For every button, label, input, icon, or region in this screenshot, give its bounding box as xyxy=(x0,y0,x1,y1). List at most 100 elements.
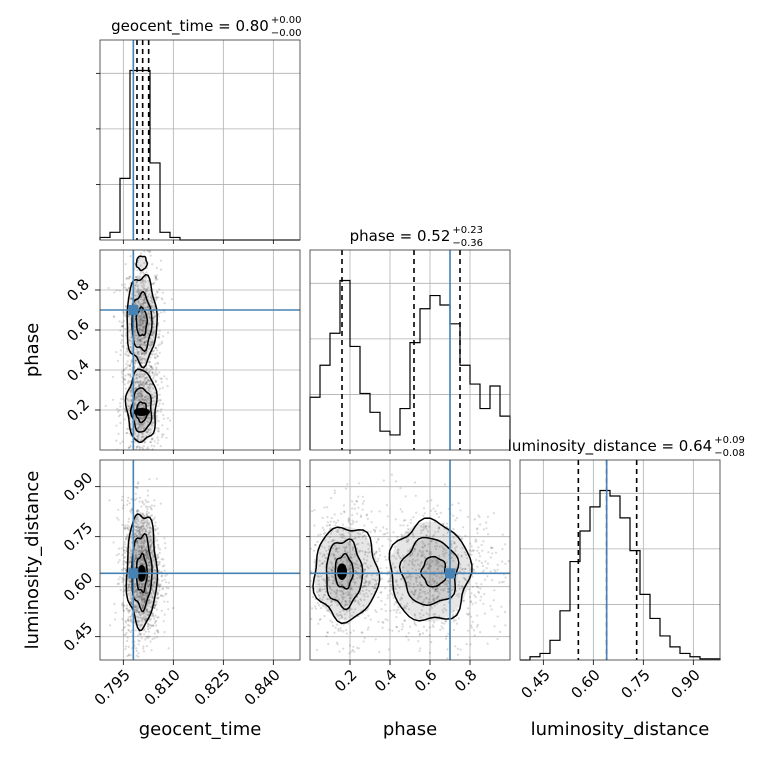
scatter-point xyxy=(426,530,430,533)
scatter-point xyxy=(453,540,456,544)
scatter-point xyxy=(140,329,144,332)
scatter-point xyxy=(145,351,148,354)
scatter-point xyxy=(147,312,150,315)
scatter-point xyxy=(117,552,120,556)
scatter-point xyxy=(124,387,127,390)
scatter-point xyxy=(143,299,146,302)
scatter-point xyxy=(121,553,124,557)
scatter-point xyxy=(133,381,136,384)
scatter-point xyxy=(346,575,349,578)
scatter-point xyxy=(397,549,400,552)
scatter-point xyxy=(157,546,160,549)
scatter-point xyxy=(129,615,132,618)
scatter-point xyxy=(151,331,154,334)
scatter-point xyxy=(468,612,471,615)
scatter-point xyxy=(126,398,129,401)
scatter-point xyxy=(139,314,142,318)
scatter-point xyxy=(133,525,136,528)
scatter-point xyxy=(154,537,157,540)
scatter-point xyxy=(145,592,149,595)
scatter-point xyxy=(140,520,143,523)
scatter-point xyxy=(128,364,131,367)
scatter-point xyxy=(368,589,371,592)
scatter-point xyxy=(141,320,144,323)
scatter-point xyxy=(344,600,347,603)
scatter-point xyxy=(419,588,422,592)
scatter-point xyxy=(141,584,144,587)
scatter-point xyxy=(140,396,143,399)
scatter-point xyxy=(142,384,145,387)
scatter-point xyxy=(152,421,155,424)
scatter-point xyxy=(120,339,124,342)
scatter-point xyxy=(433,580,436,583)
scatter-point xyxy=(137,385,140,388)
title-plus-luminosity_distance: +0.09 xyxy=(714,435,745,446)
scatter-point xyxy=(361,550,364,553)
scatter-point xyxy=(129,587,132,590)
scatter-point xyxy=(447,590,450,593)
scatter-point xyxy=(135,525,138,528)
scatter-point xyxy=(136,593,139,596)
scatter-point xyxy=(144,597,147,600)
scatter-point xyxy=(128,546,131,549)
scatter-point xyxy=(137,526,140,529)
scatter-point xyxy=(149,566,152,569)
scatter-point xyxy=(147,598,150,601)
scatter-point xyxy=(153,305,156,308)
scatter-point xyxy=(130,465,132,467)
scatter-point xyxy=(314,605,317,608)
scatter-point xyxy=(135,280,138,283)
scatter-point xyxy=(136,486,139,490)
scatter-point xyxy=(141,584,144,587)
scatter-point xyxy=(158,584,161,587)
scatter-point xyxy=(140,423,143,426)
scatter-point xyxy=(316,575,319,578)
scatter-point xyxy=(138,385,141,388)
scatter-point xyxy=(136,605,139,608)
scatter-point xyxy=(154,346,157,350)
scatter-point xyxy=(139,389,142,392)
scatter-point xyxy=(445,582,448,586)
scatter-point xyxy=(432,597,436,600)
scatter-point xyxy=(125,549,128,553)
scatter-point xyxy=(432,613,435,616)
scatter-point xyxy=(409,573,412,576)
scatter-point xyxy=(330,569,333,572)
scatter-point xyxy=(149,539,153,542)
tick-label: 0.60 xyxy=(568,666,604,702)
scatter-point xyxy=(493,589,496,592)
scatter-point xyxy=(324,556,327,559)
scatter-point xyxy=(364,579,367,582)
scatter-point xyxy=(147,389,150,392)
scatter-point xyxy=(482,602,485,605)
scatter-point xyxy=(143,527,146,530)
scatter-point xyxy=(150,543,153,546)
scatter-point xyxy=(452,514,455,517)
scatter-point xyxy=(139,545,142,548)
scatter-point xyxy=(154,577,157,580)
scatter-point xyxy=(323,579,326,582)
scatter-point xyxy=(475,582,478,585)
scatter-point xyxy=(138,531,141,535)
scatter-point xyxy=(135,510,139,513)
scatter-point xyxy=(415,579,418,582)
scatter-point xyxy=(314,607,318,610)
scatter-point xyxy=(446,657,449,660)
scatter-point xyxy=(128,583,131,586)
scatter-point xyxy=(372,528,375,531)
scatter-point xyxy=(141,522,144,525)
scatter-point xyxy=(353,600,356,603)
scatter-point xyxy=(141,561,144,565)
scatter-point xyxy=(141,598,144,601)
scatter-point xyxy=(146,448,149,450)
scatter-point xyxy=(136,290,139,294)
scatter-point xyxy=(390,473,393,476)
scatter-point xyxy=(163,631,166,634)
scatter-point xyxy=(151,371,154,374)
scatter-point xyxy=(340,533,343,537)
scatter-point xyxy=(136,399,139,402)
scatter-point xyxy=(350,567,353,570)
scatter-point xyxy=(129,580,132,583)
scatter-point xyxy=(350,553,353,556)
scatter-point xyxy=(126,526,129,530)
